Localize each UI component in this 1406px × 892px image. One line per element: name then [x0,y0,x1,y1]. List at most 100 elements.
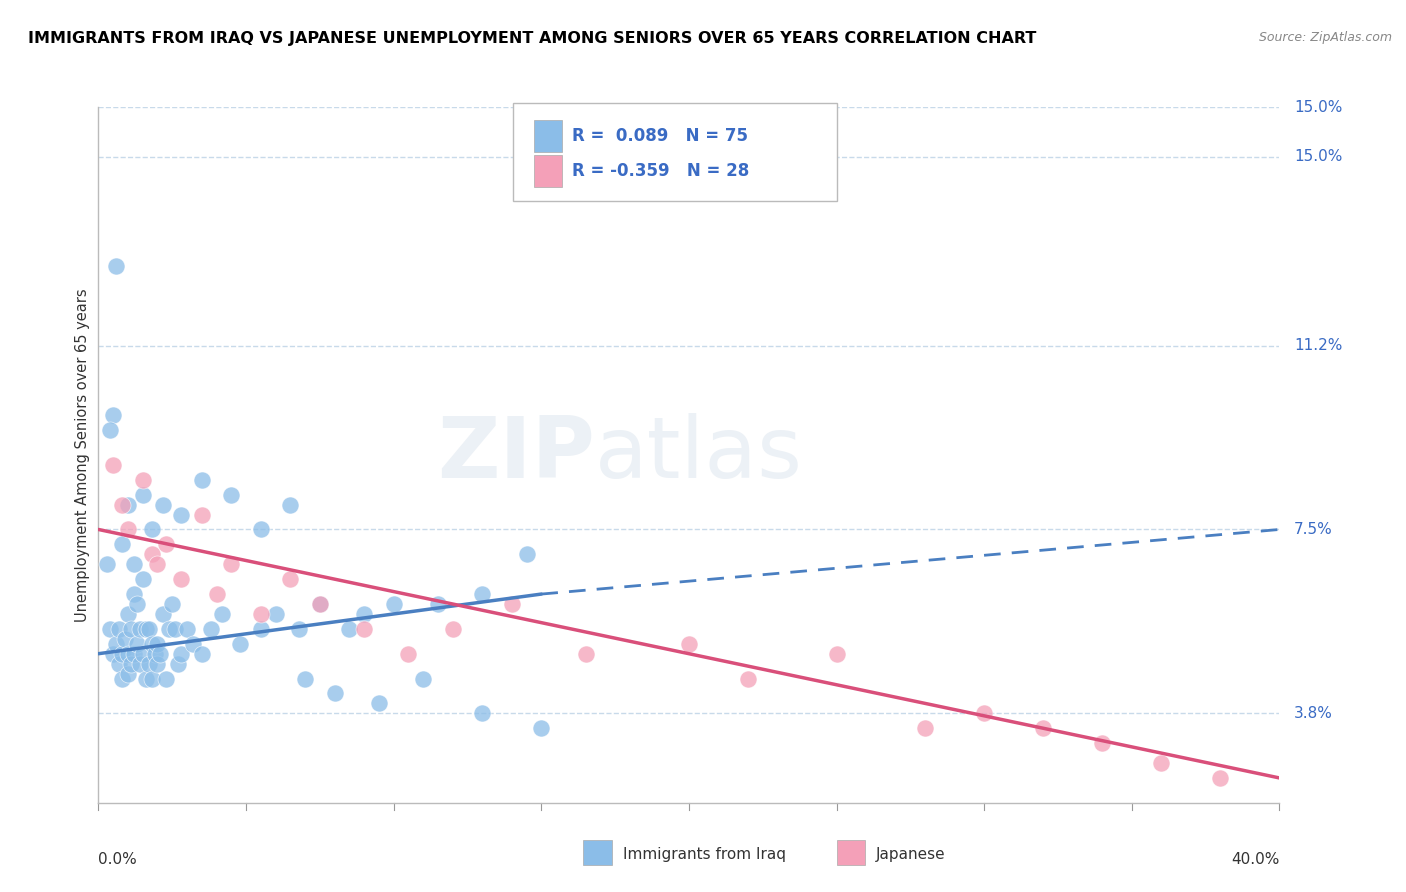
Text: Immigrants from Iraq: Immigrants from Iraq [623,847,786,862]
Point [152,607,174,621]
Point [211,607,233,621]
Point [229,637,252,651]
Point [205,587,228,601]
Point [353,622,375,636]
Point [1209,771,1232,785]
Point [132,572,155,586]
Text: 15.0%: 15.0% [1294,100,1343,114]
Point [382,597,405,611]
Point [278,498,302,512]
Point [117,607,139,621]
Point [191,508,214,522]
Y-axis label: Unemployment Among Seniors over 65 years: Unemployment Among Seniors over 65 years [75,288,90,622]
Point [141,672,163,686]
Point [125,597,148,611]
Point [122,587,145,601]
Point [114,632,136,646]
Point [111,672,134,686]
Text: 15.0%: 15.0% [1294,149,1343,164]
Point [122,558,145,572]
Point [103,458,125,472]
Point [250,523,273,537]
Point [117,523,139,537]
Point [122,647,145,661]
Text: 3.8%: 3.8% [1294,706,1333,721]
Point [825,647,848,661]
Text: R =  0.089   N = 75: R = 0.089 N = 75 [572,127,748,145]
Point [471,706,494,721]
Point [1150,756,1173,770]
Point [132,647,155,661]
Point [103,647,125,661]
Point [117,666,139,681]
Point [117,647,139,661]
Text: Source: ZipAtlas.com: Source: ZipAtlas.com [1258,31,1392,45]
Point [914,721,936,735]
Point [146,657,169,671]
Point [309,597,332,611]
Point [170,572,193,586]
Point [191,473,214,487]
Point [170,508,193,522]
Point [250,607,273,621]
Point [132,488,155,502]
Text: atlas: atlas [595,413,803,497]
Point [128,622,150,636]
Point [441,622,464,636]
Point [111,647,134,661]
Point [176,622,198,636]
Point [530,721,553,735]
Point [737,672,759,686]
Point [152,498,174,512]
Point [98,622,121,636]
Point [294,672,316,686]
Text: 0.0%: 0.0% [98,853,138,868]
Point [278,572,302,586]
Point [1091,736,1114,750]
Point [219,488,243,502]
Point [120,622,142,636]
Point [264,607,287,621]
Point [574,647,596,661]
Point [135,672,157,686]
Text: R = -0.359   N = 28: R = -0.359 N = 28 [572,162,749,180]
Point [501,597,523,611]
Point [96,558,118,572]
Point [146,558,169,572]
Point [288,622,311,636]
Point [412,672,434,686]
Point [250,622,273,636]
Point [167,657,190,671]
Point [165,622,187,636]
Point [427,597,450,611]
Point [143,647,166,661]
Text: 40.0%: 40.0% [1232,853,1279,868]
Point [149,647,172,661]
Point [132,473,155,487]
Point [678,637,700,651]
Point [368,697,391,711]
Point [117,498,139,512]
Point [155,672,177,686]
Point [146,637,169,651]
Point [191,647,214,661]
Point [1032,721,1054,735]
Point [141,547,163,561]
Point [125,637,148,651]
Point [337,622,360,636]
Point [181,637,204,651]
Point [516,547,538,561]
Point [98,423,121,437]
Point [141,523,163,537]
Point [138,657,160,671]
Point [135,622,157,636]
Point [219,558,243,572]
Point [103,408,125,422]
Point [471,587,494,601]
Text: Japanese: Japanese [876,847,946,862]
Point [120,657,142,671]
Point [323,686,346,700]
Point [111,498,134,512]
Point [353,607,375,621]
Point [973,706,995,721]
